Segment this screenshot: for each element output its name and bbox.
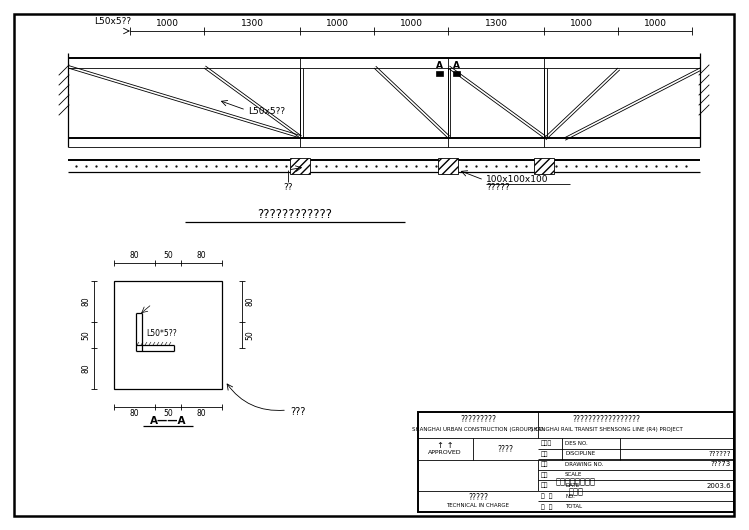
Text: 1000: 1000 xyxy=(643,20,667,29)
Text: ??????: ?????? xyxy=(709,451,731,457)
Text: 比例: 比例 xyxy=(541,472,548,478)
Text: 图别: 图别 xyxy=(541,451,548,457)
Text: 图号: 图号 xyxy=(541,462,548,467)
Text: 1000: 1000 xyxy=(326,20,348,29)
Text: ?????????: ????????? xyxy=(460,416,496,425)
Text: L50*5??: L50*5?? xyxy=(146,329,177,338)
Text: 80: 80 xyxy=(197,252,206,261)
Text: L50x5??: L50x5?? xyxy=(248,108,285,117)
Text: APPROVED: APPROVED xyxy=(428,450,462,455)
Text: SHANGHAI URBAN CONSTRUCTION (GROUP) CO.: SHANGHAI URBAN CONSTRUCTION (GROUP) CO. xyxy=(412,427,545,431)
Text: A——A: A——A xyxy=(150,416,187,426)
Text: 100x100x100: 100x100x100 xyxy=(486,175,548,184)
Bar xyxy=(453,71,460,76)
Text: 80: 80 xyxy=(82,364,91,373)
Text: ↑ ↑: ↑ ↑ xyxy=(437,440,453,449)
Text: A: A xyxy=(436,61,443,70)
Text: 2003.6: 2003.6 xyxy=(706,483,731,489)
Text: DATE: DATE xyxy=(565,483,579,488)
Text: ?????: ????? xyxy=(486,183,510,192)
Text: 基础底板钉筋支架: 基础底板钉筋支架 xyxy=(556,478,596,487)
Text: ?????????????????: ????????????????? xyxy=(572,416,640,425)
Bar xyxy=(438,158,458,174)
Text: 1000: 1000 xyxy=(569,20,592,29)
Text: ??: ?? xyxy=(283,183,293,192)
Text: ???73: ???73 xyxy=(711,462,731,467)
Text: DES NO.: DES NO. xyxy=(565,441,588,446)
Text: NO.: NO. xyxy=(565,493,575,499)
Text: 80: 80 xyxy=(130,410,139,419)
Text: 第  张: 第 张 xyxy=(541,493,553,499)
Text: 日期: 日期 xyxy=(541,483,548,488)
Text: DISCIPLINE: DISCIPLINE xyxy=(565,452,595,456)
Bar xyxy=(418,412,734,512)
Text: 80: 80 xyxy=(130,252,139,261)
Text: 80: 80 xyxy=(246,297,255,306)
Bar xyxy=(534,158,554,174)
Text: TECHNICAL IN CHARGE: TECHNICAL IN CHARGE xyxy=(446,503,509,508)
Text: 50: 50 xyxy=(163,252,173,261)
Text: 80: 80 xyxy=(197,410,206,419)
Text: 50: 50 xyxy=(163,410,173,419)
Bar xyxy=(290,158,310,174)
Text: L50x5??: L50x5?? xyxy=(94,17,132,26)
Text: ???: ??? xyxy=(290,407,306,417)
Text: 共  张: 共 张 xyxy=(541,504,553,509)
Text: ????????????: ???????????? xyxy=(258,208,333,220)
Text: 1300: 1300 xyxy=(240,20,264,29)
Text: 50: 50 xyxy=(246,330,255,340)
Text: ????: ???? xyxy=(497,445,514,454)
Text: A: A xyxy=(453,61,460,70)
Text: 50: 50 xyxy=(82,330,91,340)
Text: 1000: 1000 xyxy=(399,20,422,29)
Text: TOTAL: TOTAL xyxy=(565,504,582,509)
Text: 80: 80 xyxy=(82,297,91,306)
Text: 1300: 1300 xyxy=(485,20,508,29)
Text: 项目编: 项目编 xyxy=(541,440,552,446)
Text: 示意图: 示意图 xyxy=(568,488,583,497)
Bar xyxy=(436,71,443,76)
Bar xyxy=(114,281,222,389)
Text: ?????: ????? xyxy=(468,493,488,502)
Text: 1000: 1000 xyxy=(156,20,178,29)
Text: SHANGHAI RAIL TRANSIT SHENSONG LINE (R4) PROJECT: SHANGHAI RAIL TRANSIT SHENSONG LINE (R4)… xyxy=(530,427,682,431)
Text: DRAWING NO.: DRAWING NO. xyxy=(565,462,604,467)
Text: SCALE: SCALE xyxy=(565,473,583,478)
